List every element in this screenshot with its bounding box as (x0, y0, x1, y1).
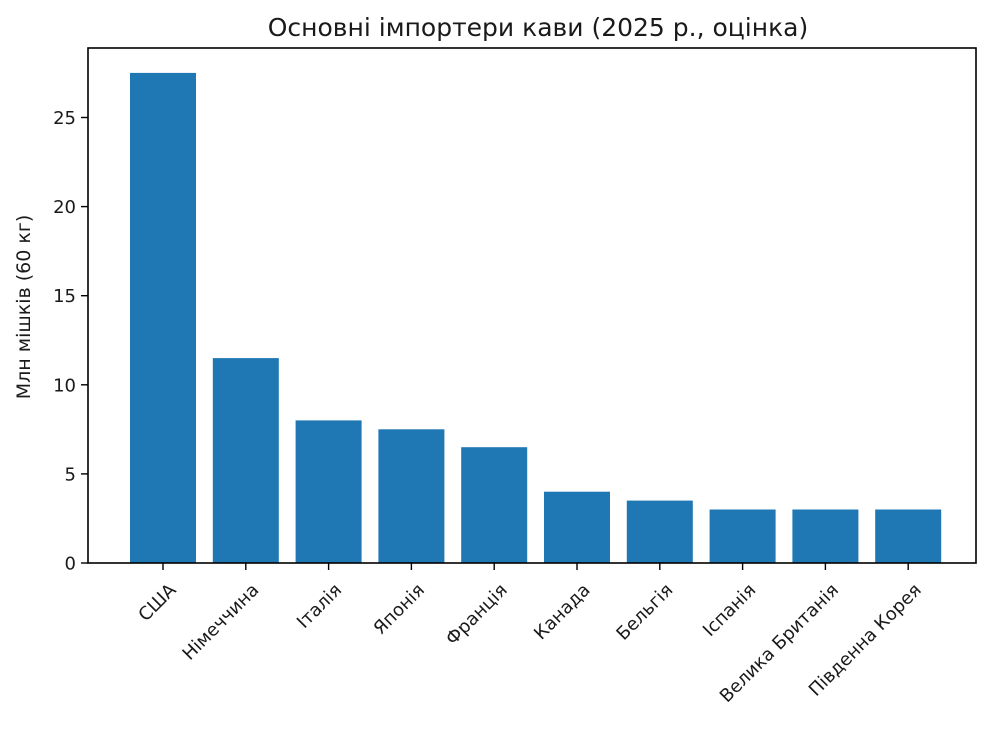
x-tick-label-3: Японія (370, 580, 429, 639)
bar-2 (295, 420, 362, 563)
x-tick-label-6: Бельгія (612, 580, 677, 645)
x-tick-label-0: США (134, 579, 181, 626)
bar-6 (626, 500, 693, 563)
y-tick-label-2: 10 (53, 375, 76, 396)
bar-5 (544, 491, 610, 563)
y-tick-label-1: 5 (65, 464, 76, 485)
bar-8 (792, 509, 859, 563)
y-tick-label-0: 0 (65, 554, 76, 575)
y-axis-ticks: 0 5 10 15 20 25 (53, 108, 88, 575)
plot-frame (87, 47, 977, 564)
bar-3 (378, 429, 445, 563)
x-tick-label-5: Канада (530, 580, 594, 644)
bar-1 (212, 358, 279, 563)
x-tick-label-2: Італія (293, 580, 346, 633)
y-tick-label-4: 20 (53, 197, 76, 218)
chart-title: Основні імпортери кави (2025 р., оцінка) (268, 13, 809, 42)
bar-0 (130, 72, 196, 564)
x-tick-label-7: Іспанія (699, 580, 760, 641)
bar-4 (461, 447, 528, 563)
x-tick-label-1: Німеччина (179, 580, 264, 665)
x-tick-label-4: Франція (442, 580, 512, 650)
y-axis-label: Млн мішків (60 кг) (13, 215, 35, 400)
y-tick-label-5: 25 (53, 108, 76, 129)
bars-group (130, 72, 942, 564)
y-tick-label-3: 15 (53, 286, 76, 307)
bar-9 (875, 509, 942, 563)
bar-7 (709, 509, 776, 563)
